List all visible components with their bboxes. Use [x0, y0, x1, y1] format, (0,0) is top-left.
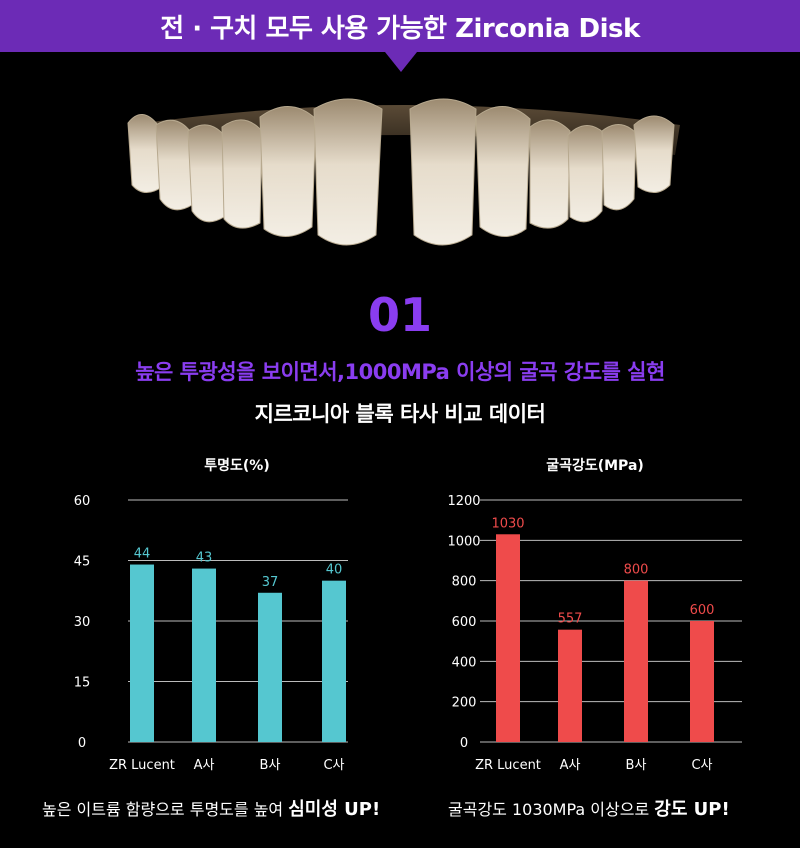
y-tick-label: 60 [74, 494, 91, 509]
data-label: 800 [624, 563, 649, 578]
section-subtitle: 지르코니아 블록 타사 비교 데이터 [254, 402, 546, 426]
bar [130, 564, 154, 742]
header-banner: 전 · 구치 모두 사용 가능한 Zirconia Disk [0, 0, 800, 52]
y-tick-label: 45 [74, 555, 91, 570]
bar [322, 580, 346, 742]
y-tick-label: 400 [452, 655, 477, 670]
zirconia-teeth-image [127, 98, 680, 246]
data-label: 40 [326, 563, 343, 578]
header-title: 전 · 구치 모두 사용 가능한 Zirconia Disk [160, 13, 640, 44]
data-label: 557 [558, 612, 583, 627]
section-headline: 높은 투광성을 보이면서,1000MPa 이상의 굴곡 강도를 실현 [135, 360, 665, 384]
category-label: A사 [194, 758, 215, 773]
right-caption: 굴곡강도 1030MPa 이상으로 강도 UP! [448, 795, 730, 821]
y-tick-label: 0 [78, 736, 86, 751]
banner-pointer [385, 52, 417, 72]
bar [258, 592, 282, 742]
translucency-chart: 투명도(%) 0 15 30 45 60 44 ZR Lucent 43 A사 37 B사 40 C사 [74, 457, 348, 773]
data-label: 600 [690, 603, 715, 618]
category-label: C사 [691, 758, 712, 773]
chart-title: 굴곡강도(MPa) [546, 457, 644, 474]
y-tick-label: 1200 [447, 494, 480, 509]
y-tick-label: 600 [452, 615, 477, 630]
left-caption-text: 높은 이트륨 함량으로 투명도를 높여 [42, 800, 289, 819]
data-label: 37 [262, 575, 279, 590]
chart-title: 투명도(%) [204, 457, 269, 474]
right-caption-emphasis: 강도 UP! [654, 799, 730, 820]
y-tick-label: 30 [74, 615, 91, 630]
category-label: ZR Lucent [109, 758, 175, 773]
data-label: 44 [134, 547, 151, 562]
category-label: ZR Lucent [475, 758, 541, 773]
left-caption: 높은 이트륨 함량으로 투명도를 높여 심미성 UP! [42, 795, 380, 821]
section-number: 01 [367, 288, 432, 342]
category-label: A사 [560, 758, 581, 773]
flexural-strength-chart: 굴곡강도(MPa) 0 200 400 600 800 1000 1200 1030 ZR Luc… [447, 457, 742, 773]
bar [496, 534, 520, 742]
y-tick-label: 0 [460, 736, 468, 751]
category-label: C사 [323, 758, 344, 773]
category-label: B사 [626, 758, 647, 773]
data-label: 1030 [491, 516, 524, 531]
y-tick-label: 15 [74, 676, 91, 691]
y-tick-label: 200 [452, 696, 477, 711]
bar [690, 621, 714, 742]
y-tick-label: 800 [452, 575, 477, 590]
category-label: B사 [260, 758, 281, 773]
data-label: 43 [196, 551, 213, 566]
bar [558, 629, 582, 742]
bar [192, 568, 216, 742]
bar [624, 580, 648, 742]
left-caption-emphasis: 심미성 UP! [288, 799, 381, 820]
right-caption-text: 굴곡강도 1030MPa 이상으로 [448, 800, 655, 819]
y-tick-label: 1000 [447, 534, 480, 549]
